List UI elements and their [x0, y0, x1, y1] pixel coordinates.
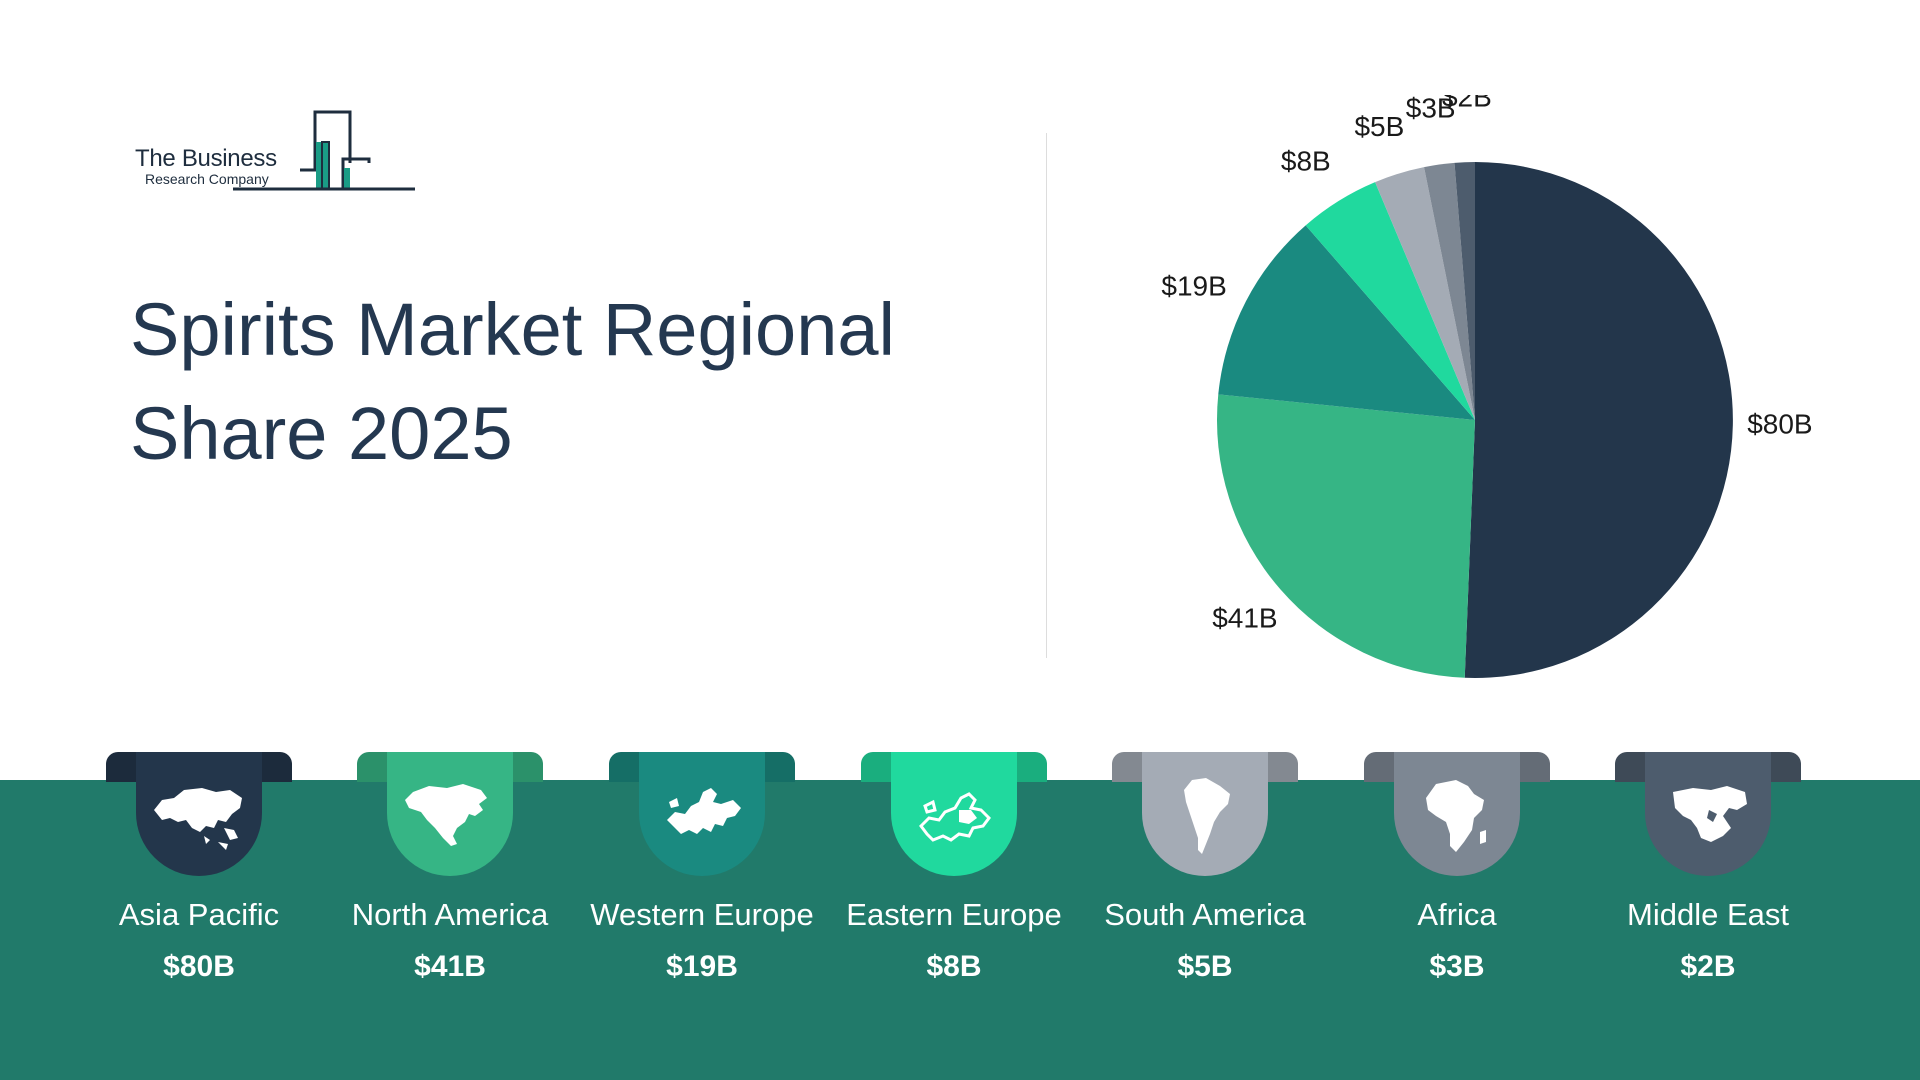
western-europe-map-icon: [667, 788, 741, 834]
pie-label-asia-pacific: $80B: [1747, 408, 1812, 439]
page-title: Spirits Market Regional Share 2025: [130, 278, 990, 486]
region-card-asia-pacific: Asia Pacific $80B: [106, 752, 292, 983]
logo-text-main: The Business: [135, 145, 277, 172]
region-name: South America: [1104, 897, 1306, 932]
region-value: $80B: [163, 950, 235, 983]
region-card-middle-east: Middle East $2B: [1615, 752, 1801, 983]
pie-slice-africa: [1424, 162, 1475, 420]
region-card-western-europe: Western Europe $19B: [590, 752, 814, 983]
vertical-divider: [1046, 133, 1047, 658]
pie-label-south-america: $5B: [1354, 111, 1404, 142]
page-title-line-1: Spirits Market Regional: [130, 288, 895, 371]
region-name: Asia Pacific: [118, 897, 280, 932]
pie-slice-north-america: [1216, 394, 1475, 678]
region-value: $8B: [926, 950, 982, 983]
pie-slice-eastern-europe: [1305, 182, 1475, 420]
middle-east-map-icon: [1673, 786, 1747, 842]
region-value: $2B: [1680, 950, 1736, 983]
eastern-europe-map-icon: [919, 792, 991, 842]
pie-label-north-america: $41B: [1212, 602, 1277, 633]
pie-slice-middle-east: [1454, 162, 1475, 420]
region-name: Africa: [1417, 897, 1497, 932]
north-america-map-icon: [405, 784, 487, 846]
region-name: North America: [351, 897, 549, 932]
region-card-north-america: North America $41B: [352, 752, 548, 983]
company-logo: The Business Research Company: [133, 108, 418, 198]
region-name: Western Europe: [590, 897, 814, 932]
logo-text-sub: Research Company: [145, 171, 269, 187]
south-america-map-icon: [1184, 778, 1230, 854]
pie-label-africa: $3B: [1406, 95, 1456, 123]
pie-slice-south-america: [1375, 167, 1475, 420]
pie-label-western-europe: $19B: [1161, 270, 1226, 301]
region-card-south-america: South America $5B: [1104, 752, 1306, 983]
region-name: Eastern Europe: [846, 897, 1062, 932]
region-card-africa: Africa $3B: [1364, 752, 1550, 983]
asia-map-icon: [154, 788, 242, 850]
region-value: $3B: [1429, 950, 1485, 983]
region-value: $41B: [414, 950, 486, 983]
region-value: $19B: [666, 950, 738, 983]
page-title-line-2: Share 2025: [130, 392, 513, 475]
card-shield: [891, 752, 1017, 876]
pie-slice-western-europe: [1218, 225, 1475, 420]
pie-label-middle-east: $2B: [1442, 95, 1492, 113]
pie-slice-asia-pacific: [1464, 162, 1733, 678]
pie-label-eastern-europe: $8B: [1281, 145, 1331, 176]
region-card-eastern-europe: Eastern Europe $8B: [846, 752, 1062, 983]
region-value: $5B: [1177, 950, 1233, 983]
pie-chart: $80B $41B $19B $8B $5B$3B$2B: [1161, 95, 1813, 678]
logo-buildings-icon: [233, 110, 415, 191]
region-name: Middle East: [1627, 897, 1789, 932]
africa-map-icon: [1426, 780, 1486, 852]
